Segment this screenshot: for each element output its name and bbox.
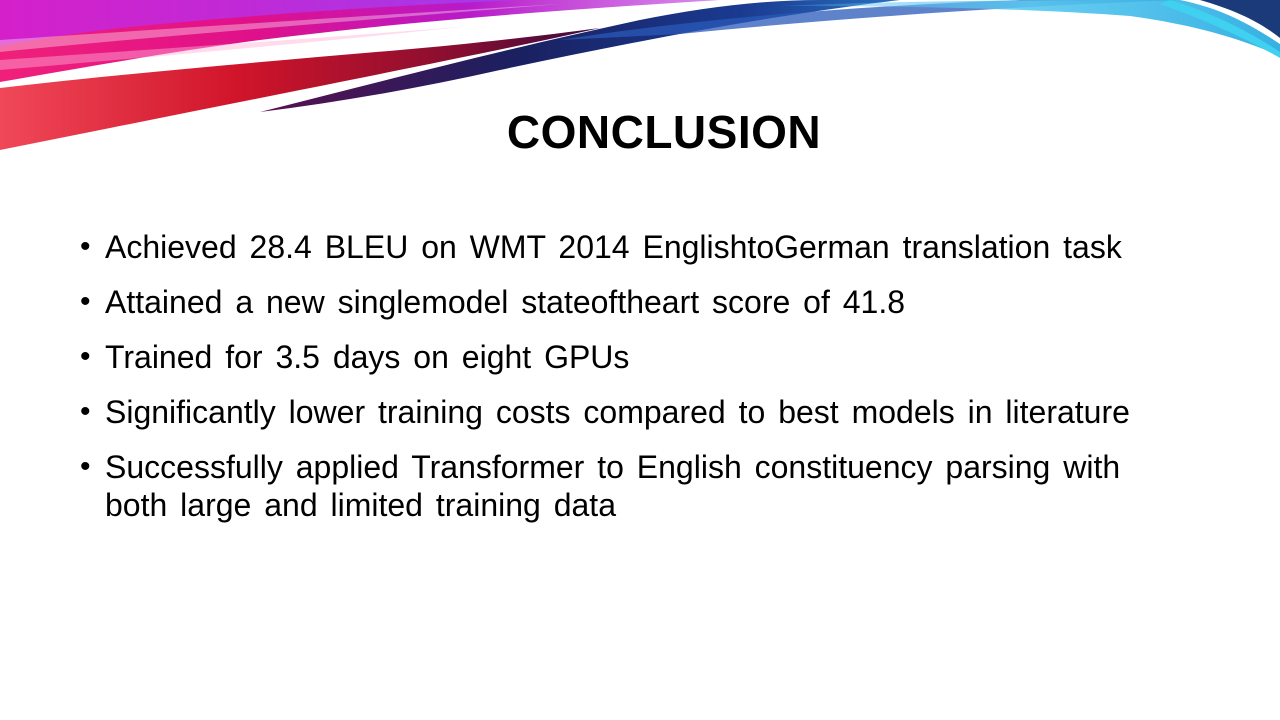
bullet-icon: • xyxy=(80,285,91,318)
bullet-list: • Achieved 28.4 BLEU on WMT 2014 English… xyxy=(80,228,1190,541)
bullet-item: • Significantly lower training costs com… xyxy=(80,393,1190,431)
bullet-item: • Successfully applied Transformer to En… xyxy=(80,448,1190,524)
bullet-item: • Achieved 28.4 BLEU on WMT 2014 English… xyxy=(80,228,1190,266)
bullet-icon: • xyxy=(80,230,91,263)
bullet-text: Successfully applied Transformer to Engl… xyxy=(105,449,1121,523)
bullet-text: Attained a new singlemodel stateoftheart… xyxy=(105,284,906,320)
decorative-ribbon-banner xyxy=(0,0,1280,150)
bullet-icon: • xyxy=(80,450,91,483)
bullet-text: Trained for 3.5 days on eight GPUs xyxy=(105,339,630,375)
bullet-text: Significantly lower training costs compa… xyxy=(105,394,1130,430)
bullet-item: • Trained for 3.5 days on eight GPUs xyxy=(80,338,1190,376)
bullet-text: Achieved 28.4 BLEU on WMT 2014 Englishto… xyxy=(105,229,1122,265)
bullet-icon: • xyxy=(80,395,91,428)
bullet-icon: • xyxy=(80,340,91,373)
slide-title: CONCLUSION xyxy=(506,106,822,158)
bullet-item: • Attained a new singlemodel stateofthea… xyxy=(80,283,1190,321)
